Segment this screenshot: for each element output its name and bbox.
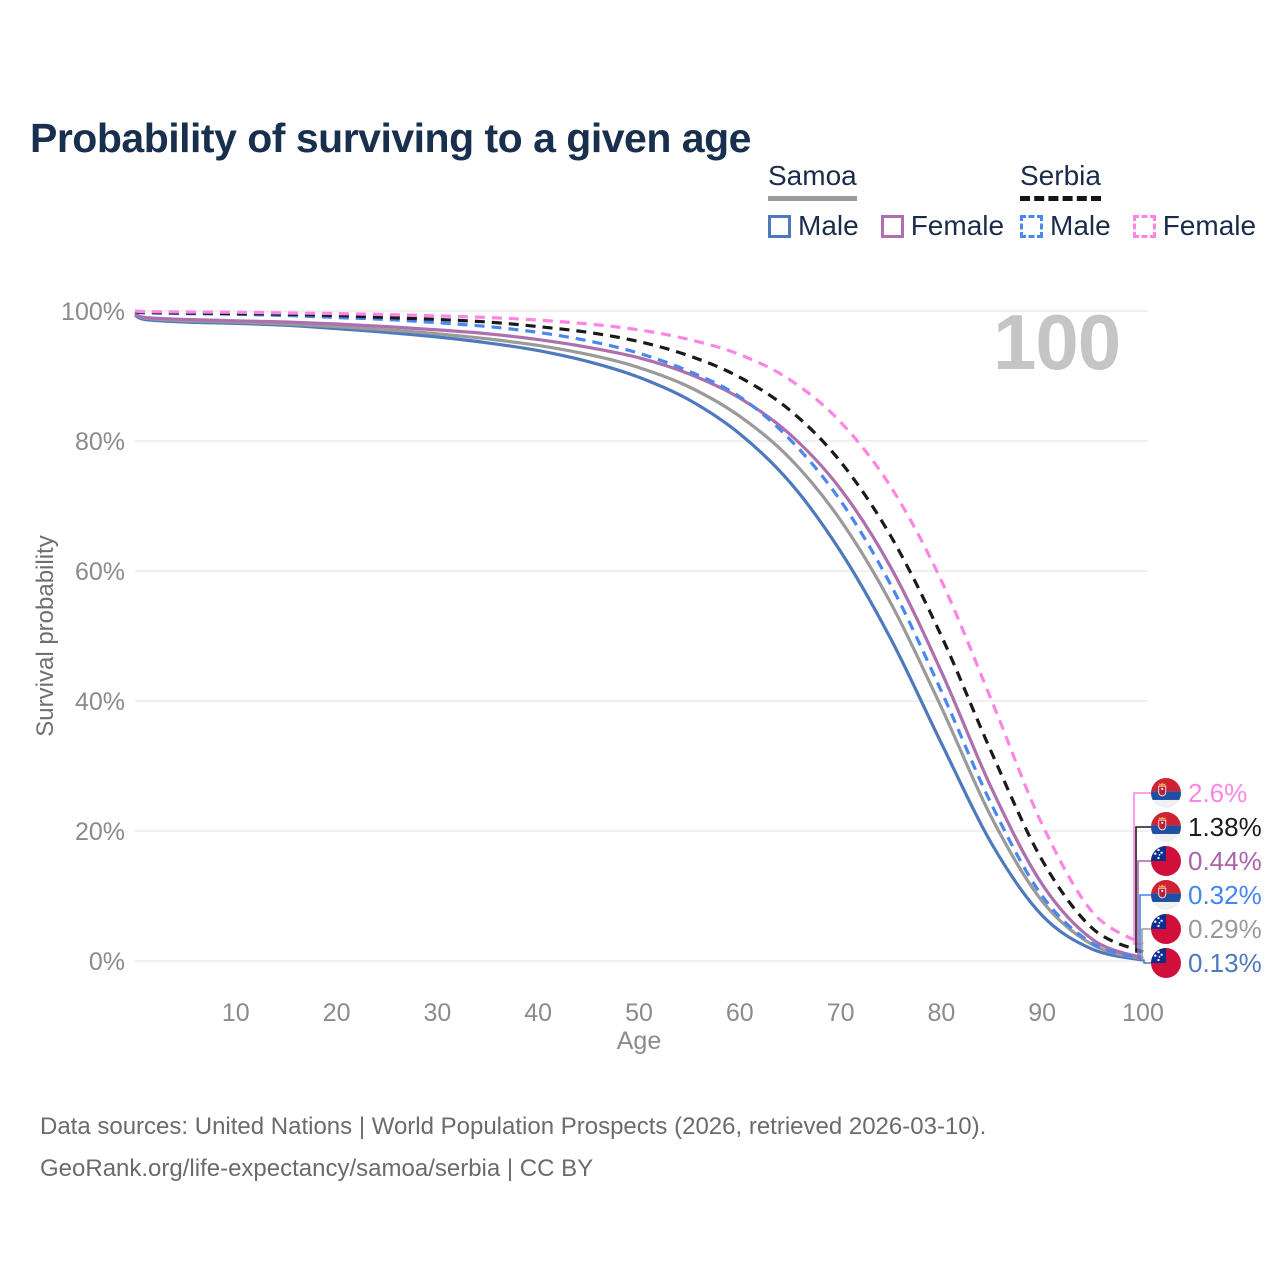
end-label-connector-samoa-male xyxy=(1143,959,1151,964)
x-tick-90: 90 xyxy=(1028,999,1056,1027)
serbia-flag-icon xyxy=(1151,778,1181,808)
x-tick-20: 20 xyxy=(323,999,351,1027)
end-label-samoa-male[interactable]: 0.13% xyxy=(1151,946,1262,980)
x-tick-60: 60 xyxy=(726,999,754,1027)
samoa-flag-icon xyxy=(1151,846,1181,876)
y-axis-title: Survival probability xyxy=(32,535,59,737)
legend-group-serbia: Serbia Male Female xyxy=(1020,160,1256,242)
curve-serbia-all[interactable] xyxy=(134,310,1144,954)
legend-item-serbia-male[interactable]: Male xyxy=(1020,210,1111,242)
end-label-value-samoa-female: 0.44% xyxy=(1188,845,1262,876)
footer-data-sources: Data sources: United Nations | World Pop… xyxy=(40,1113,987,1140)
legend-swatch-serbia-male[interactable] xyxy=(1020,214,1043,238)
curve-samoa-all[interactable] xyxy=(134,312,1144,961)
footer: Data sources: United Nations | World Pop… xyxy=(40,1106,986,1190)
legend-swatch-serbia-female[interactable] xyxy=(1132,214,1156,238)
x-tick-40: 40 xyxy=(524,999,552,1027)
legend-group-samoa: Samoa Male Female xyxy=(768,160,1004,242)
end-label-samoa-female[interactable]: 0.44% xyxy=(1151,844,1262,878)
curve-serbia-male[interactable] xyxy=(134,310,1144,961)
end-label-value-serbia-male: 0.32% xyxy=(1188,879,1262,910)
end-label-samoa-all[interactable]: 0.29% xyxy=(1151,912,1262,946)
x-axis-title: Age xyxy=(616,1027,662,1055)
legend-swatch-samoa-female[interactable] xyxy=(880,214,904,238)
x-tick-50: 50 xyxy=(625,999,653,1027)
end-label-connector-samoa-all xyxy=(1141,928,1151,960)
footer-attribution: GeoRank.org/life-expectancy/samoa/serbia… xyxy=(40,1155,594,1183)
end-label-value-serbia-female: 2.6% xyxy=(1188,777,1248,808)
samoa-flag-icon xyxy=(1151,914,1181,944)
end-label-serbia-female[interactable]: 2.6% xyxy=(1151,776,1247,810)
legend-label-samoa-male: Male xyxy=(798,210,859,241)
x-tick-80: 80 xyxy=(927,999,955,1027)
legend-label-serbia-female: Female xyxy=(1162,210,1257,241)
y-tick-100: 100% xyxy=(61,298,125,326)
legend-item-samoa-male[interactable]: Male xyxy=(768,210,859,242)
legend-country-samoa[interactable]: Samoa xyxy=(768,160,857,201)
end-label-value-serbia-all: 1.38% xyxy=(1188,811,1262,842)
legend-country-serbia[interactable]: Serbia xyxy=(1020,160,1101,201)
y-tick-20: 20% xyxy=(75,818,125,846)
curve-samoa-female[interactable] xyxy=(134,312,1144,960)
legend-label-samoa-female: Female xyxy=(910,210,1005,241)
curve-samoa-male[interactable] xyxy=(134,313,1144,962)
samoa-flag-icon xyxy=(1151,948,1181,978)
x-tick-30: 30 xyxy=(423,999,451,1027)
serbia-flag-icon xyxy=(1151,812,1181,842)
x-tick-70: 70 xyxy=(827,999,855,1027)
end-label-serbia-male[interactable]: 0.32% xyxy=(1151,878,1262,912)
end-label-value-samoa-all: 0.29% xyxy=(1188,913,1262,944)
y-tick-0: 0% xyxy=(89,948,125,976)
x-tick-100: 100 xyxy=(1122,999,1164,1027)
legend-item-serbia-female[interactable]: Female xyxy=(1132,210,1257,242)
age-watermark: 100 xyxy=(993,298,1121,386)
legend-item-samoa-female[interactable]: Female xyxy=(880,210,1005,242)
end-label-serbia-all[interactable]: 1.38% xyxy=(1151,810,1262,844)
end-label-value-samoa-male: 0.13% xyxy=(1188,947,1262,978)
x-tick-10: 10 xyxy=(222,999,250,1027)
page-title: Probability of surviving to a given age xyxy=(30,115,751,162)
y-tick-40: 40% xyxy=(75,688,125,716)
y-tick-80: 80% xyxy=(75,428,125,456)
y-tick-60: 60% xyxy=(75,558,125,586)
legend-swatch-samoa-male[interactable] xyxy=(768,214,791,238)
curve-serbia-female[interactable] xyxy=(134,309,1144,946)
legend-label-serbia-male: Male xyxy=(1050,210,1111,241)
serbia-flag-icon xyxy=(1151,880,1181,910)
